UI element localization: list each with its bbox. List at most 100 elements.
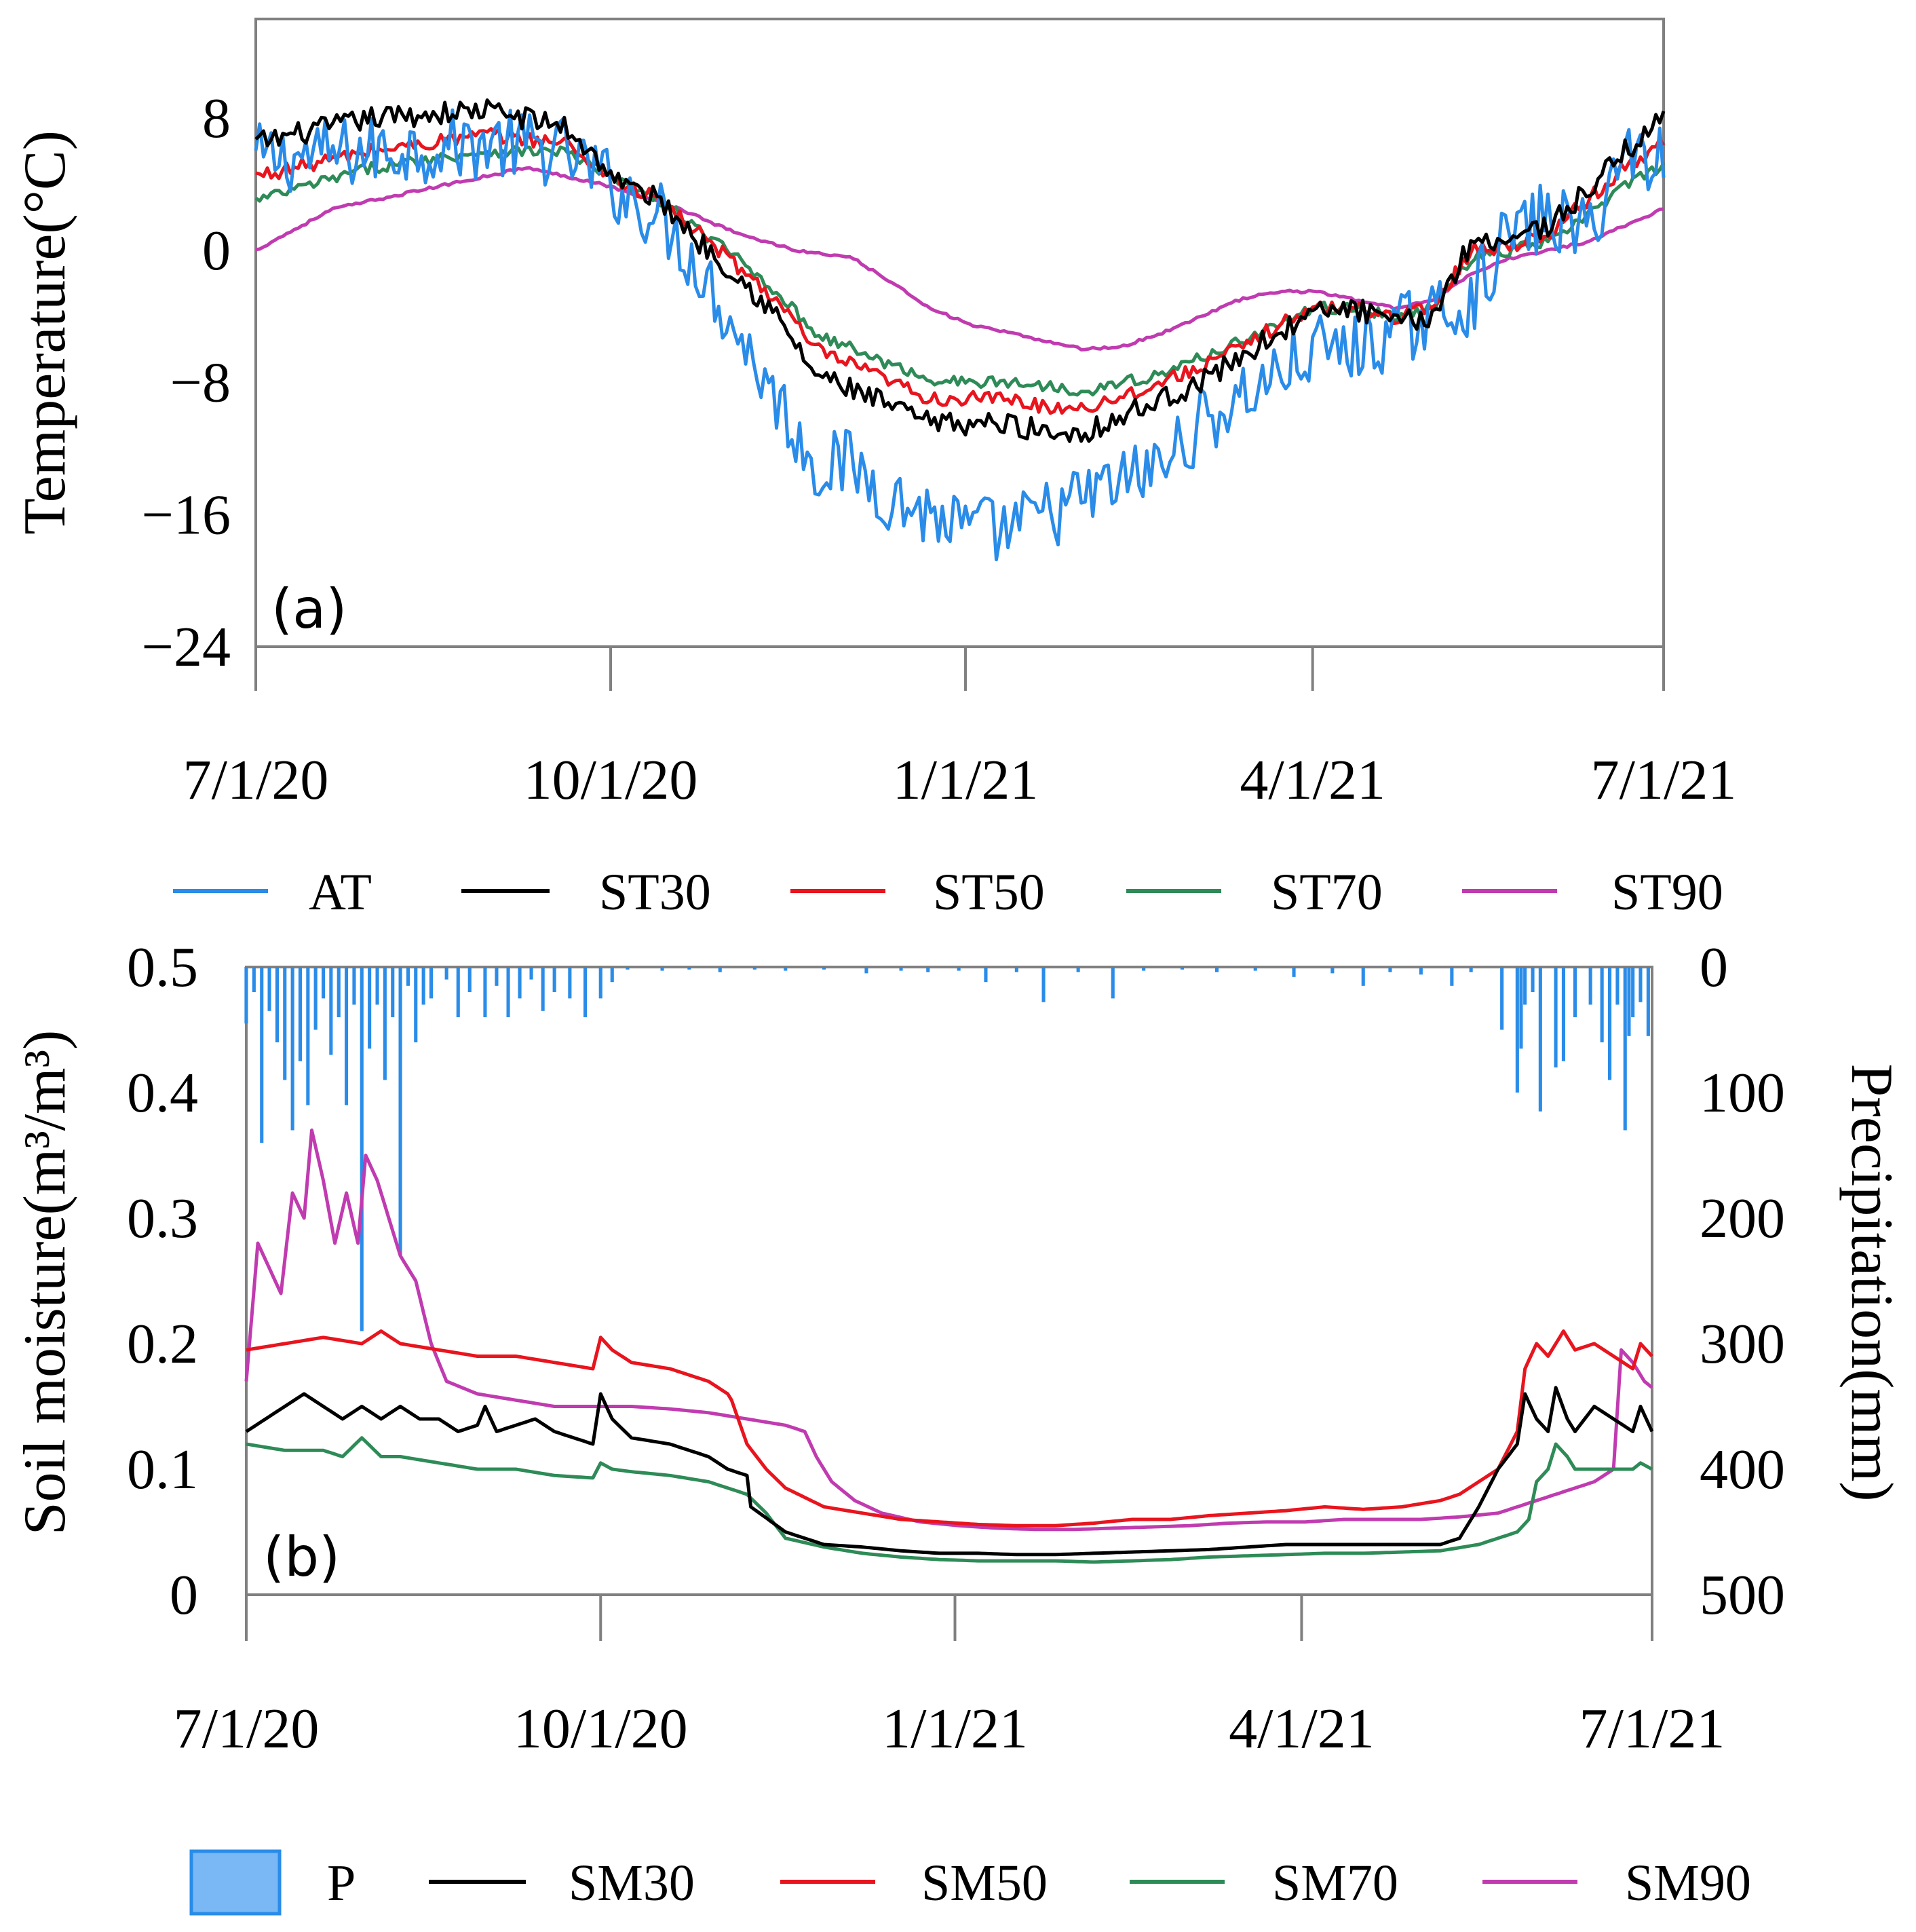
precip-bar-27: [467, 967, 472, 992]
panel-b-label: (b): [263, 1526, 340, 1589]
precip-bar-69: [1523, 967, 1527, 1005]
precip-bar-19: [391, 967, 395, 1017]
precip-bar-13: [345, 967, 349, 1105]
precip-bar-64: [1450, 967, 1454, 986]
precip-bar-20: [398, 967, 402, 1256]
panel-b-plot-frame: [245, 966, 1653, 1596]
legend-label-p: P: [327, 1855, 356, 1912]
precip-bar-25: [444, 967, 448, 980]
panel-a-x-tick-label-4: 7/1/21: [1591, 749, 1737, 812]
legend-item-sm90: SM90: [1482, 1855, 1751, 1912]
series-line-st50: [255, 127, 1666, 415]
panel-b-right-y-tick-4: 400: [1700, 1438, 1785, 1501]
precip-bar-79: [1623, 967, 1627, 1131]
precip-bar-45: [822, 967, 826, 970]
precip-bar-26: [456, 967, 460, 1017]
panel-a-temperature-chart: 80−8−16−24 7/1/20 10/1/20 1/1/21 4/1/21 7/1/…: [12, 18, 1737, 812]
precip-bar-66: [1500, 967, 1504, 1030]
precip-bar-30: [506, 967, 510, 1017]
precip-bar-15: [360, 967, 364, 1331]
precip-bar-49: [957, 967, 961, 971]
legend-item-sm30: SM30: [429, 1855, 695, 1912]
precip-bar-41: [687, 967, 691, 970]
panel-b-x-axis: 7/1/20 10/1/20 1/1/21 4/1/21 7/1/21: [174, 1595, 1725, 1760]
panel-b-x-tick-label-1: 10/1/20: [514, 1697, 688, 1760]
precip-bar-48: [926, 967, 930, 972]
precip-bar-68: [1519, 967, 1523, 1049]
legend-label-sm70: SM70: [1272, 1855, 1398, 1912]
legend-label-st50: ST50: [933, 864, 1045, 921]
precip-bar-55: [1142, 967, 1146, 971]
panel-a-y-tick-4: −24: [142, 615, 231, 679]
legend-label-sm90: SM90: [1625, 1855, 1751, 1912]
panel-b-right-y-tick-0: 0: [1700, 936, 1728, 999]
panel-b-x-tick-label-2: 1/1/21: [882, 1697, 1028, 1760]
precip-bar-43: [752, 967, 756, 970]
precip-bar-32: [529, 967, 533, 980]
precip-bar-54: [1111, 967, 1115, 999]
legend-item-sm50: SM50: [780, 1855, 1048, 1912]
precip-bar-31: [518, 967, 522, 999]
panel-a-x-axis: 7/1/20 10/1/20 1/1/21 4/1/21 7/1/21: [183, 647, 1737, 812]
precip-bar-53: [1076, 967, 1080, 972]
precip-bar-82: [1639, 967, 1643, 1002]
legend-item-st30: ST30: [461, 864, 711, 921]
panel-b-y-tick-1: 0.4: [127, 1061, 198, 1124]
precip-bar-14: [352, 967, 356, 1005]
legend-item-at: AT: [173, 864, 372, 921]
panel-b-x-tick-label-3: 4/1/21: [1229, 1697, 1375, 1760]
panel-b-right-y-tick-1: 100: [1700, 1061, 1785, 1124]
precip-bar-35: [568, 967, 572, 999]
panel-a-y-axis-title: Temperature(°C): [12, 130, 78, 535]
precip-bar-76: [1600, 967, 1604, 1042]
precip-bar-57: [1215, 967, 1219, 972]
panel-a-x-tick-label-1: 10/1/20: [524, 749, 698, 812]
precip-bar-56: [1180, 967, 1184, 970]
precip-bar-78: [1615, 967, 1620, 1005]
series-line-at: [254, 108, 1666, 562]
panel-a-legend: AT ST30 ST50 ST70 ST90: [173, 864, 1723, 921]
panel-b-right-y-tick-5: 500: [1700, 1564, 1785, 1627]
precip-bar-17: [375, 967, 379, 1005]
panel-b-y-tick-3: 0.2: [127, 1312, 198, 1376]
precip-bar-16: [368, 967, 372, 1049]
precip-bar-5: [283, 967, 287, 1080]
panel-a-y-tick-2: −8: [170, 352, 231, 415]
precip-bar-52: [1041, 967, 1046, 1002]
precip-bar-34: [552, 967, 556, 992]
precip-bar-3: [267, 967, 271, 1011]
panel-a-y-tick-1: 0: [202, 219, 231, 282]
precip-bar-36: [583, 967, 588, 1017]
precip-bar-47: [899, 967, 903, 971]
precip-bar-22: [414, 967, 418, 1042]
precip-bar-50: [984, 967, 988, 983]
panel-b-right-y-tick-2: 200: [1700, 1187, 1785, 1250]
precip-bar-23: [421, 967, 425, 1005]
precip-bar-24: [429, 967, 433, 999]
precip-bar-65: [1469, 967, 1473, 972]
precip-bar-38: [610, 967, 614, 983]
precip-bar-28: [483, 967, 487, 1017]
precip-bar-63: [1419, 967, 1423, 975]
precip-bar-62: [1388, 967, 1392, 972]
precip-bar-21: [406, 967, 410, 986]
precip-bar-8: [306, 967, 310, 1105]
panel-b-y-tick-2: 0.3: [127, 1187, 198, 1250]
legend-item-st50: ST50: [790, 864, 1045, 921]
precip-bar-1: [252, 967, 256, 992]
panel-b-right-y-tick-labels: 0 100 200 300 400 500: [1700, 936, 1785, 1627]
panel-a-x-tick-label-0: 7/1/20: [183, 749, 329, 812]
panel-a-y-tick-0: 8: [202, 87, 231, 150]
precip-bar-73: [1561, 967, 1565, 1061]
panel-a-y-tick-labels: 8 0 −8 −16 −24: [142, 87, 231, 679]
panel-b-y-tick-0: 0.5: [127, 936, 198, 999]
precip-bar-0: [244, 967, 248, 1024]
precip-bar-72: [1554, 967, 1558, 1067]
precip-bar-37: [598, 967, 602, 999]
precip-bar-7: [298, 967, 302, 1061]
panel-b-x-tick-label-4: 7/1/21: [1579, 1697, 1725, 1760]
panel-a-label: (a): [271, 577, 347, 641]
precip-bar-60: [1330, 967, 1335, 974]
precip-bar-9: [313, 967, 318, 1030]
